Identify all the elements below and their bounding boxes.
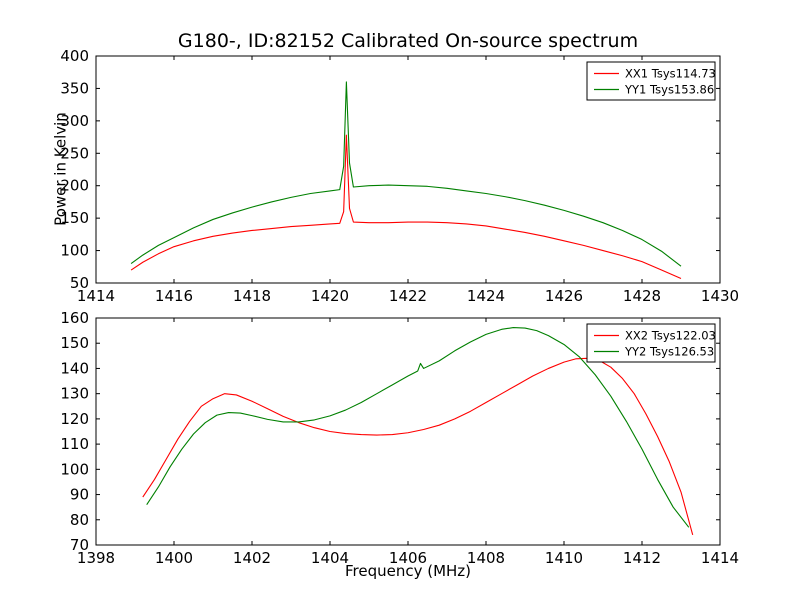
y-tick-labels: 50 100 150 200 250 300 350 400 bbox=[60, 47, 89, 292]
tick-marks bbox=[95, 55, 721, 284]
legend-box bbox=[586, 323, 716, 363]
svg-text:1418: 1418 bbox=[233, 287, 271, 305]
chart-title: G180-, ID:82152 Calibrated On-source spe… bbox=[177, 30, 639, 52]
svg-text:150: 150 bbox=[60, 209, 89, 227]
svg-text:1422: 1422 bbox=[389, 287, 427, 305]
svg-text:50: 50 bbox=[70, 274, 89, 292]
svg-text:1402: 1402 bbox=[233, 549, 271, 567]
series-line-XX1 bbox=[130, 134, 682, 279]
svg-text:70: 70 bbox=[70, 536, 89, 554]
series-group bbox=[142, 327, 694, 536]
svg-text:90: 90 bbox=[70, 486, 89, 504]
plot-area-1: 1398 1400 1402 1404 1406 1408 1410 1412 1414 70 80… bbox=[60, 309, 739, 567]
svg-text:1420: 1420 bbox=[311, 287, 349, 305]
svg-text:1398: 1398 bbox=[77, 549, 115, 567]
plot-area-0: 1414 1416 1418 1420 1422 1424 1426 1428 1430 50 10… bbox=[60, 47, 739, 305]
svg-text:100: 100 bbox=[60, 242, 89, 260]
svg-text:350: 350 bbox=[60, 79, 89, 97]
svg-text:1430: 1430 bbox=[701, 287, 739, 305]
legend-label: XX2 Tsys122.03 bbox=[625, 329, 716, 343]
legend-label: YY1 Tsys153.86 bbox=[624, 83, 714, 97]
svg-text:140: 140 bbox=[60, 359, 89, 377]
svg-text:250: 250 bbox=[60, 144, 89, 162]
svg-text:80: 80 bbox=[70, 511, 89, 529]
svg-text:150: 150 bbox=[60, 334, 89, 352]
series-line-YY2 bbox=[146, 327, 690, 528]
svg-text:400: 400 bbox=[60, 47, 89, 65]
svg-text:110: 110 bbox=[60, 435, 89, 453]
svg-text:160: 160 bbox=[60, 309, 89, 327]
svg-text:1428: 1428 bbox=[623, 287, 661, 305]
legend-label: XX1 Tsys114.73 bbox=[625, 67, 716, 81]
series-line-YY1 bbox=[130, 81, 682, 267]
x-axis-label: Frequency (MHz) bbox=[344, 562, 472, 580]
series-line-XX2 bbox=[142, 357, 694, 536]
svg-text:1410: 1410 bbox=[545, 549, 583, 567]
svg-text:1408: 1408 bbox=[467, 549, 505, 567]
svg-text:1414: 1414 bbox=[701, 549, 739, 567]
svg-text:1414: 1414 bbox=[77, 287, 115, 305]
svg-text:130: 130 bbox=[60, 385, 89, 403]
y-axis-label: Power in Kelvin bbox=[51, 112, 70, 226]
series-group bbox=[130, 81, 682, 279]
legend: XX1 Tsys114.73 YY1 Tsys153.86 bbox=[586, 61, 716, 101]
svg-text:1404: 1404 bbox=[311, 549, 349, 567]
x-tick-labels: 1414 1416 1418 1420 1422 1424 1426 1428 1430 bbox=[77, 287, 739, 305]
y-tick-labels: 70 80 90 100 110 120 130 140 150 160 bbox=[60, 309, 89, 554]
svg-text:100: 100 bbox=[60, 460, 89, 478]
svg-text:1426: 1426 bbox=[545, 287, 583, 305]
svg-text:300: 300 bbox=[60, 112, 89, 130]
svg-text:1400: 1400 bbox=[155, 549, 193, 567]
x-tick-labels: 1398 1400 1402 1404 1406 1408 1410 1412 1414 bbox=[77, 549, 739, 567]
legend-box bbox=[586, 61, 716, 101]
legend-label: YY2 Tsys126.53 bbox=[624, 345, 714, 359]
svg-text:120: 120 bbox=[60, 410, 89, 428]
svg-text:1406: 1406 bbox=[389, 549, 427, 567]
svg-text:1424: 1424 bbox=[467, 287, 505, 305]
legend: XX2 Tsys122.03 YY2 Tsys126.53 bbox=[586, 323, 716, 363]
svg-text:1412: 1412 bbox=[623, 549, 661, 567]
svg-text:1416: 1416 bbox=[155, 287, 193, 305]
tick-marks bbox=[95, 317, 721, 546]
svg-text:200: 200 bbox=[60, 177, 89, 195]
